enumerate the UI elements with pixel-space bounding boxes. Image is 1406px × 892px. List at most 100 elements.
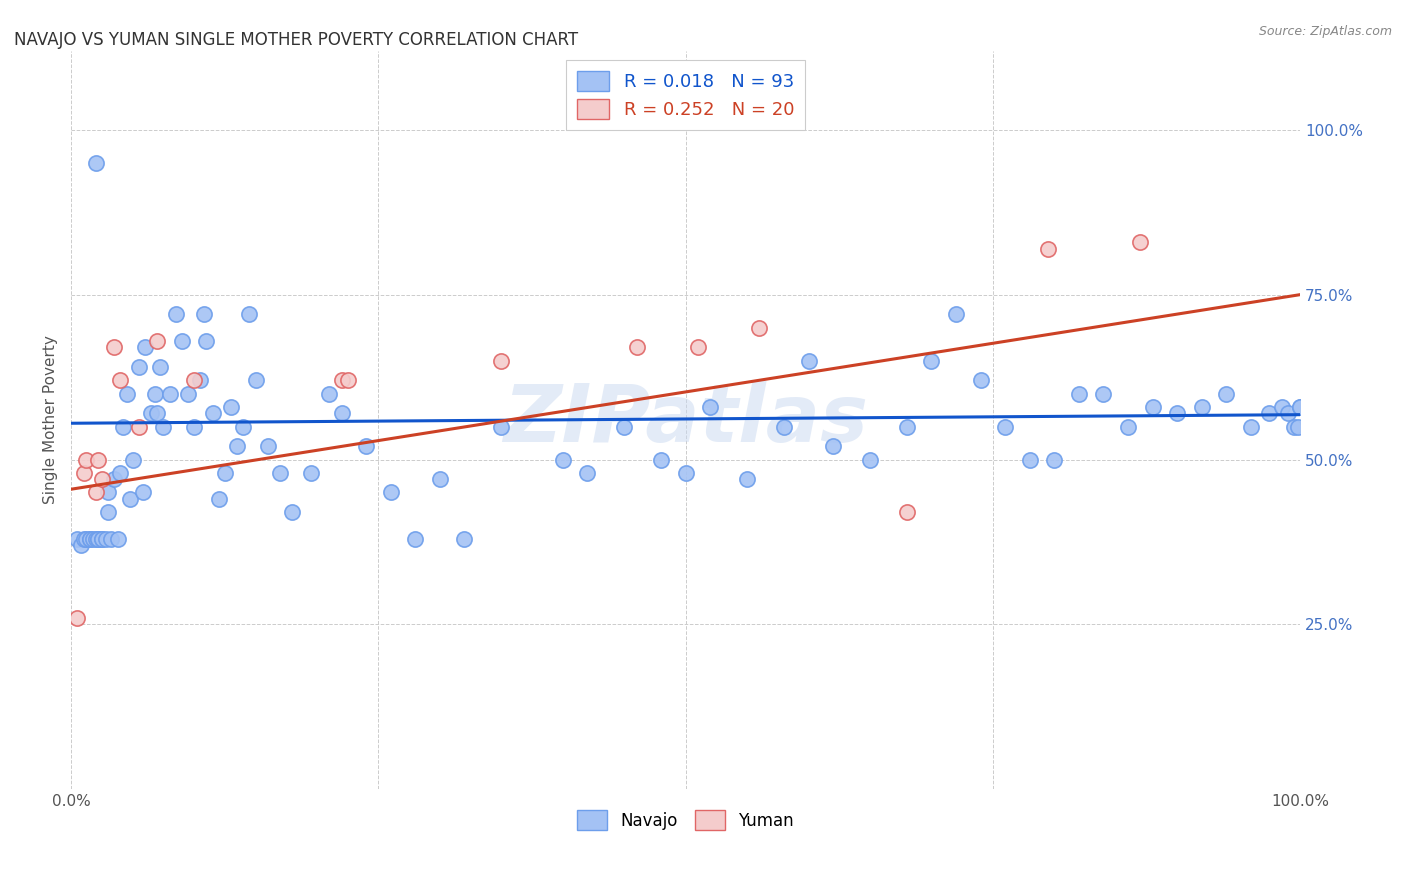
Point: [79, 532, 101, 546]
Text: Source: ZipAtlas.com: Source: ZipAtlas.com: [1258, 25, 1392, 38]
Point: [165, 308, 187, 322]
Point: [773, 419, 796, 434]
Point: [120, 492, 142, 507]
Point: [94, 532, 117, 546]
Point: [97, 485, 120, 500]
Point: [110, 466, 132, 480]
Point: [257, 439, 280, 453]
Point: [146, 406, 169, 420]
Point: [128, 360, 150, 375]
Point: [1271, 400, 1294, 414]
Point: [797, 353, 820, 368]
Point: [152, 419, 174, 434]
Point: [66, 532, 89, 546]
Point: [896, 505, 918, 519]
Y-axis label: Single Mother Poverty: Single Mother Poverty: [44, 335, 58, 504]
Point: [686, 340, 709, 354]
Point: [551, 452, 574, 467]
Point: [650, 452, 672, 467]
Point: [134, 340, 156, 354]
Point: [149, 360, 172, 375]
Point: [1191, 400, 1213, 414]
Point: [453, 532, 475, 546]
Point: [1286, 419, 1309, 434]
Point: [1215, 386, 1237, 401]
Point: [128, 419, 150, 434]
Point: [576, 466, 599, 480]
Point: [1116, 419, 1139, 434]
Point: [91, 532, 114, 546]
Point: [823, 439, 845, 453]
Point: [404, 532, 426, 546]
Point: [70, 538, 93, 552]
Point: [75, 452, 97, 467]
Point: [920, 353, 942, 368]
Point: [141, 406, 163, 420]
Point: [84, 485, 107, 500]
Point: [1092, 386, 1115, 401]
Point: [84, 155, 107, 169]
Point: [79, 532, 101, 546]
Point: [299, 466, 322, 480]
Point: [91, 472, 114, 486]
Point: [238, 308, 260, 322]
Legend: Navajo, Yuman: Navajo, Yuman: [571, 804, 800, 837]
Point: [245, 373, 267, 387]
Point: [1240, 419, 1263, 434]
Point: [1018, 452, 1040, 467]
Point: [115, 386, 138, 401]
Point: [330, 406, 353, 420]
Point: [1282, 419, 1305, 434]
Point: [66, 611, 89, 625]
Point: [269, 466, 291, 480]
Point: [354, 439, 377, 453]
Point: [72, 532, 94, 546]
Point: [195, 334, 218, 348]
Point: [97, 505, 120, 519]
Point: [183, 373, 205, 387]
Point: [232, 419, 254, 434]
Point: [896, 419, 918, 434]
Point: [1043, 452, 1066, 467]
Point: [336, 373, 359, 387]
Point: [318, 386, 340, 401]
Point: [1258, 406, 1281, 420]
Point: [491, 353, 513, 368]
Point: [188, 373, 211, 387]
Point: [281, 505, 304, 519]
Point: [1289, 400, 1312, 414]
Point: [429, 472, 451, 486]
Point: [159, 386, 181, 401]
Point: [859, 452, 882, 467]
Point: [208, 492, 231, 507]
Point: [226, 439, 249, 453]
Point: [91, 532, 114, 546]
Point: [111, 419, 134, 434]
Point: [87, 452, 110, 467]
Point: [201, 406, 224, 420]
Point: [84, 532, 107, 546]
Point: [103, 472, 125, 486]
Point: [82, 532, 104, 546]
Point: [748, 320, 770, 334]
Point: [675, 466, 697, 480]
Point: [219, 400, 242, 414]
Point: [183, 419, 205, 434]
Point: [1277, 406, 1299, 420]
Point: [100, 532, 122, 546]
Point: [170, 334, 193, 348]
Text: ZIPatlas: ZIPatlas: [503, 381, 868, 459]
Point: [177, 386, 200, 401]
Point: [735, 472, 758, 486]
Point: [1289, 400, 1312, 414]
Point: [330, 373, 353, 387]
Point: [131, 485, 153, 500]
Point: [491, 419, 513, 434]
Point: [87, 532, 110, 546]
Point: [1067, 386, 1090, 401]
Point: [103, 340, 125, 354]
Point: [193, 308, 215, 322]
Point: [143, 386, 166, 401]
Point: [1142, 400, 1164, 414]
Point: [1036, 242, 1059, 256]
